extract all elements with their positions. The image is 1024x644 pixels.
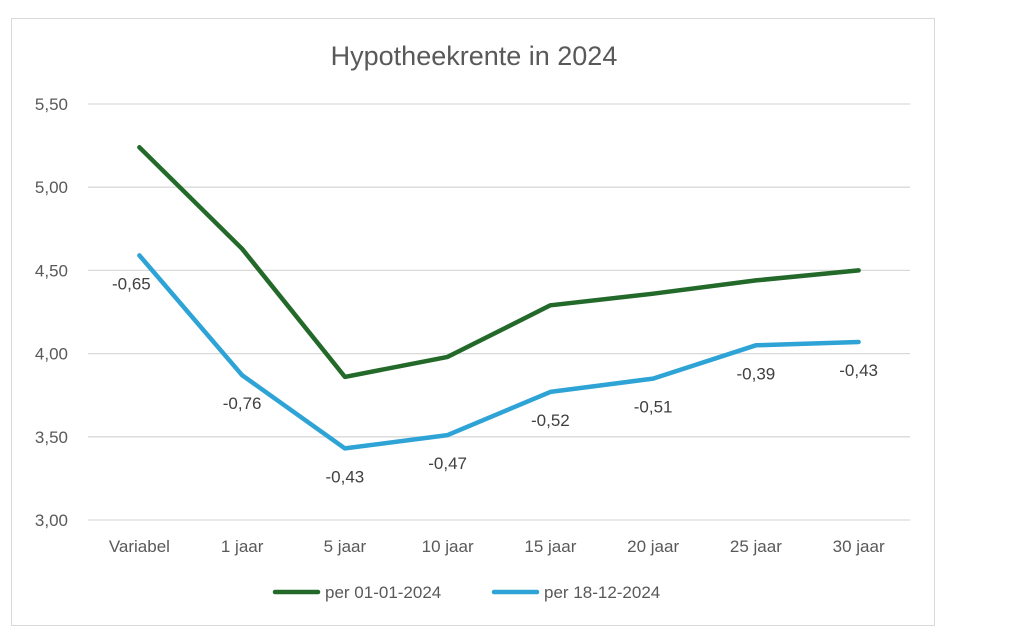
legend-label: per 18-12-2024 — [544, 583, 660, 602]
data-label: -0,39 — [737, 364, 776, 383]
data-label: -0,52 — [531, 411, 570, 430]
series-line-2 — [137, 253, 861, 451]
data-label: -0,43 — [326, 467, 365, 486]
y-tick-label: 4,00 — [35, 345, 68, 364]
x-tick-label: 1 jaar — [221, 537, 264, 556]
x-tick-label: 25 jaar — [730, 537, 782, 556]
y-tick-label: 3,50 — [35, 428, 68, 447]
x-tick-label: 5 jaar — [324, 537, 367, 556]
chart-title: Hypotheekrente in 2024 — [331, 41, 618, 71]
y-tick-label: 5,00 — [35, 178, 68, 197]
data-label: -0,76 — [223, 394, 262, 413]
data-label: -0,47 — [428, 454, 467, 473]
chart-frame — [11, 18, 935, 626]
series-line-1 — [137, 145, 861, 380]
legend-label: per 01-01-2024 — [325, 583, 441, 602]
x-tick-label: 30 jaar — [833, 537, 885, 556]
y-tick-label: 5,50 — [35, 95, 68, 114]
y-tick-label: 3,00 — [35, 511, 68, 530]
x-tick-label: 15 jaar — [524, 537, 576, 556]
x-tick-label: 20 jaar — [627, 537, 679, 556]
x-tick-label: 10 jaar — [422, 537, 474, 556]
data-label: -0,43 — [839, 361, 878, 380]
data-label: -0,65 — [112, 274, 151, 293]
y-tick-label: 4,50 — [35, 261, 68, 280]
x-tick-label: Variabel — [109, 537, 170, 556]
data-label: -0,51 — [634, 398, 673, 417]
